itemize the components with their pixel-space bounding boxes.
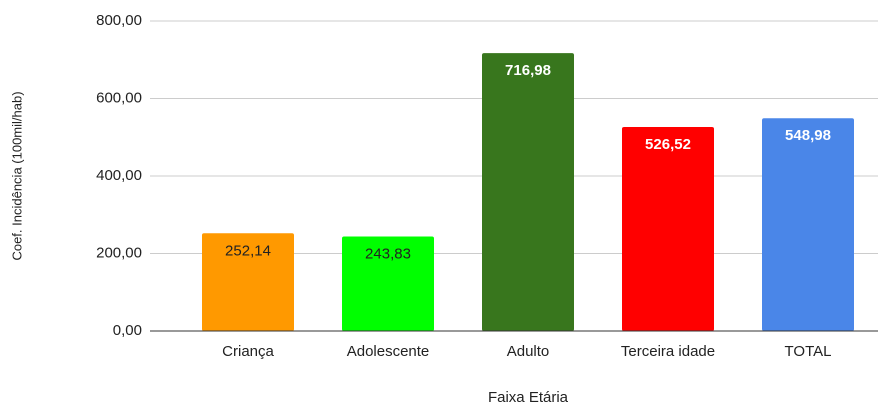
y-tick-label: 200,00 <box>96 244 142 261</box>
bar <box>622 126 714 331</box>
value-label: 252,14 <box>225 242 271 259</box>
value-label: 548,98 <box>785 127 831 144</box>
x-tick-label: Criança <box>222 343 274 360</box>
value-label: 716,98 <box>505 62 551 79</box>
bar <box>762 118 854 331</box>
bar <box>482 53 574 331</box>
y-tick-label: 400,00 <box>96 167 142 184</box>
y-tick-label: 0,00 <box>113 322 142 339</box>
x-axis-title: Faixa Etária <box>488 389 569 406</box>
bar <box>202 233 294 331</box>
y-axis-title: Coef. Incidência (100mil/hab) <box>9 91 24 260</box>
bar <box>342 236 434 331</box>
x-tick-label: TOTAL <box>785 343 832 360</box>
y-tick-label: 600,00 <box>96 89 142 106</box>
x-tick-label: Adolescente <box>347 343 430 360</box>
y-tick-label: 800,00 <box>96 12 142 29</box>
x-tick-label: Terceira idade <box>621 343 715 360</box>
x-tick-label: Adulto <box>507 343 550 360</box>
value-label: 526,52 <box>645 136 691 153</box>
value-label: 243,83 <box>365 245 411 262</box>
